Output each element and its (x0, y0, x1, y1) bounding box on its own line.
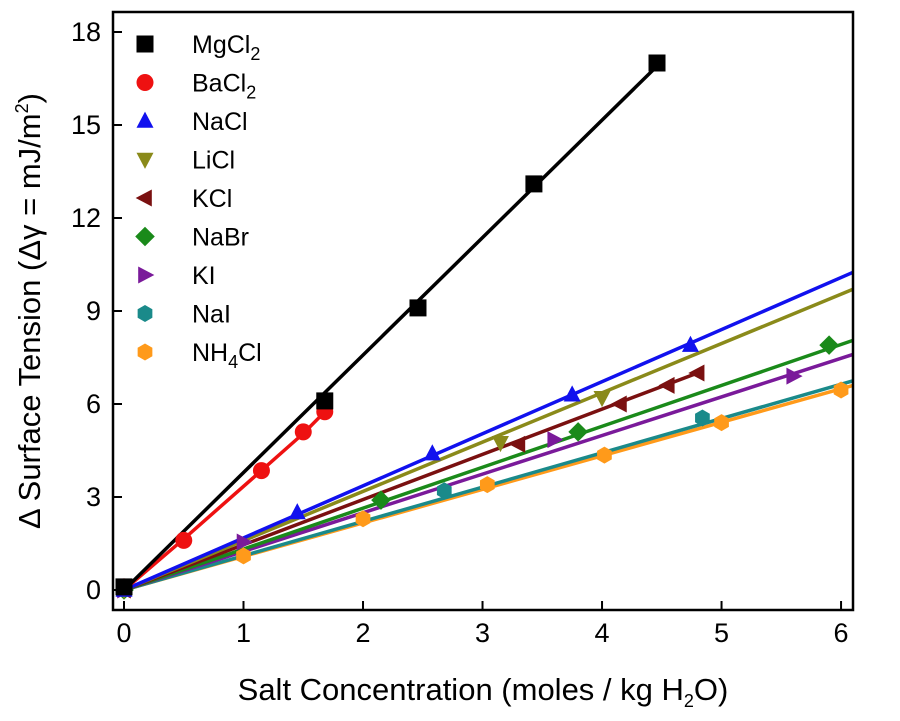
legend-marker-kcl (135, 189, 152, 207)
point-bacl2 (175, 531, 193, 549)
legend-label-nabr: NaBr (192, 224, 249, 252)
fit-line-mgcl2 (122, 64, 659, 592)
y-tick-label: 9 (86, 296, 101, 326)
point-mgcl2 (409, 299, 427, 317)
point-licl (491, 435, 509, 453)
x-tick-label: 5 (714, 618, 729, 648)
legend-label-nh4cl: NH4Cl (192, 339, 262, 372)
fit-lines (122, 64, 854, 592)
x-tick-label: 6 (834, 618, 849, 648)
point-nai (695, 409, 710, 427)
point-nacl (288, 503, 306, 520)
point-mgcl2 (648, 54, 666, 72)
legend-label-ki: KI (192, 262, 216, 290)
fit-line-nacl (123, 270, 854, 592)
point-nh4cl (355, 510, 371, 528)
point-bacl2 (294, 423, 312, 441)
legend-marker-nai (137, 305, 153, 322)
y-tick-label: 15 (71, 110, 101, 140)
point-nh4cl (597, 446, 612, 464)
y-axis-title: Δ Surface Tension (Δγ = mJ/m2) (12, 93, 47, 529)
fit-line-ki (123, 352, 854, 592)
point-mgcl2 (115, 578, 133, 596)
legend-marker-nabr (135, 226, 155, 247)
y-tick-label: 0 (86, 575, 101, 605)
legend-marker-licl (136, 152, 154, 169)
point-ki (236, 533, 253, 551)
point-licl (593, 391, 611, 408)
legend-marker-nacl (136, 111, 154, 128)
point-nacl (423, 444, 441, 461)
legend-marker-nh4cl (137, 343, 153, 361)
point-ki (547, 431, 564, 449)
point-nabr (568, 422, 588, 442)
y-tick-label: 18 (71, 17, 101, 47)
point-nh4cl (479, 476, 495, 494)
legend-label-nai: NaI (192, 301, 231, 329)
point-kcl (658, 376, 675, 394)
x-tick-label: 0 (116, 618, 131, 648)
y-tick-label: 12 (71, 203, 101, 233)
point-nh4cl (236, 547, 251, 565)
fit-line-kcl (123, 371, 699, 592)
point-bacl2 (252, 462, 270, 480)
fit-line-nabr (123, 338, 854, 592)
legend-marker-ki (138, 266, 155, 284)
legend-marker-mgcl2 (136, 35, 154, 53)
fit-line-licl (123, 287, 854, 592)
point-nai (436, 482, 452, 500)
legend-label-mgcl2: MgCl2 (192, 31, 260, 64)
legend-label-licl: LiCl (192, 147, 235, 175)
legend-marker-bacl2 (136, 74, 154, 91)
point-nh4cl (714, 414, 729, 432)
legend-label-nacl: NaCl (192, 108, 248, 136)
point-nabr (371, 490, 391, 510)
x-tick-label: 4 (595, 618, 610, 648)
point-kcl (688, 364, 705, 382)
point-nh4cl (833, 381, 849, 399)
point-kcl (509, 435, 526, 453)
point-mgcl2 (316, 392, 334, 410)
point-kcl (610, 395, 627, 413)
x-axis-title: Salt Concentration (moles / kg H2O) (238, 672, 729, 711)
point-nacl (563, 385, 581, 402)
y-tick-label: 6 (86, 389, 101, 419)
y-tick-label: 3 (86, 482, 101, 512)
data-points (114, 54, 849, 600)
point-ki (786, 367, 803, 385)
point-nacl (681, 335, 699, 352)
point-nabr (819, 335, 839, 355)
x-tick-label: 1 (236, 618, 251, 648)
x-tick-label: 3 (475, 618, 490, 648)
legend-label-bacl2: BaCl2 (192, 70, 256, 103)
legend: MgCl2 BaCl2 NaCl LiCl KCl NaBr KI NaI NH4Cl (135, 31, 262, 372)
legend-label-kcl: KCl (192, 185, 232, 213)
point-mgcl2 (525, 175, 543, 193)
x-tick-label: 2 (356, 618, 371, 648)
